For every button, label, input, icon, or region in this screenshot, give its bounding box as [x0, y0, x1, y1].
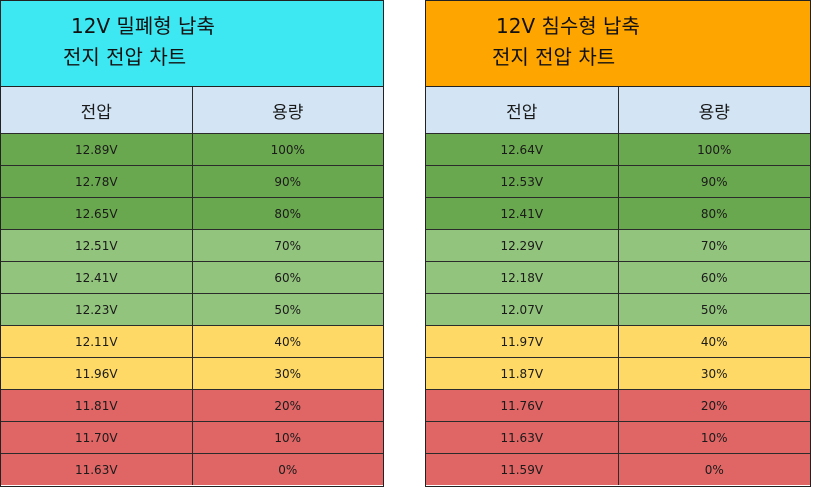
table-row: 12.23V 50%	[1, 293, 383, 326]
title-line-2: 전지 전압 차트	[63, 45, 187, 69]
voltage-table: 전압 용량 12.64V 100% 12.53V 90% 12.41V 80% 12.…	[426, 87, 810, 485]
chart-title: 12V 침수형 납축 전지 전압 차트	[426, 1, 810, 87]
capacity-cell: 40%	[191, 325, 383, 358]
table-row: 11.96V 30%	[1, 357, 383, 390]
voltage-cell: 12.64V	[426, 133, 619, 166]
voltage-header: 전압	[426, 87, 619, 134]
capacity-cell: 90%	[191, 165, 383, 198]
voltage-cell: 12.51V	[1, 229, 193, 262]
table-row: 11.63V 0%	[1, 453, 383, 485]
capacity-cell: 90%	[617, 165, 810, 198]
voltage-cell: 11.63V	[426, 421, 619, 454]
table-row: 11.81V 20%	[1, 389, 383, 422]
voltage-cell: 11.70V	[1, 421, 193, 454]
title-line-2: 전지 전압 차트	[492, 45, 616, 69]
voltage-cell: 11.97V	[426, 325, 619, 358]
table-row: 11.87V 30%	[426, 357, 810, 390]
voltage-cell: 11.76V	[426, 389, 619, 422]
table-row: 12.41V 80%	[426, 197, 810, 230]
capacity-header: 용량	[191, 87, 383, 134]
title-line-1: 12V 밀폐형 납축	[71, 14, 215, 38]
sealed-battery-chart: 12V 밀폐형 납축 전지 전압 차트 전압 용량 12.89V 100% 12.…	[0, 0, 384, 487]
capacity-cell: 10%	[191, 421, 383, 454]
voltage-cell: 12.41V	[1, 261, 193, 294]
header-row: 전압 용량	[1, 87, 383, 134]
voltage-table: 전압 용량 12.89V 100% 12.78V 90% 12.65V 80% 12.…	[1, 87, 383, 485]
voltage-cell: 12.65V	[1, 197, 193, 230]
capacity-cell: 70%	[617, 229, 810, 262]
table-row: 12.41V 60%	[1, 261, 383, 294]
table-row: 12.78V 90%	[1, 165, 383, 198]
voltage-cell: 11.59V	[426, 453, 619, 485]
capacity-cell: 10%	[617, 421, 810, 454]
title-line-1: 12V 침수형 납축	[496, 14, 640, 38]
voltage-cell: 11.63V	[1, 453, 193, 485]
capacity-cell: 80%	[191, 197, 383, 230]
capacity-cell: 100%	[191, 133, 383, 166]
header-row: 전압 용량	[426, 87, 810, 134]
capacity-cell: 40%	[617, 325, 810, 358]
table-row: 12.65V 80%	[1, 197, 383, 230]
capacity-cell: 0%	[191, 453, 383, 485]
capacity-cell: 50%	[617, 293, 810, 326]
table-row: 12.18V 60%	[426, 261, 810, 294]
flooded-battery-chart: 12V 침수형 납축 전지 전압 차트 전압 용량 12.64V 100% 12.…	[425, 0, 811, 487]
voltage-cell: 11.81V	[1, 389, 193, 422]
voltage-cell: 12.41V	[426, 197, 619, 230]
table-row: 12.11V 40%	[1, 325, 383, 358]
voltage-cell: 11.87V	[426, 357, 619, 390]
capacity-cell: 50%	[191, 293, 383, 326]
capacity-cell: 20%	[617, 389, 810, 422]
voltage-cell: 12.07V	[426, 293, 619, 326]
table-row: 11.63V 10%	[426, 421, 810, 454]
table-row: 12.51V 70%	[1, 229, 383, 262]
table-row: 12.53V 90%	[426, 165, 810, 198]
table-row: 11.59V 0%	[426, 453, 810, 485]
capacity-cell: 80%	[617, 197, 810, 230]
capacity-cell: 30%	[191, 357, 383, 390]
capacity-cell: 100%	[617, 133, 810, 166]
capacity-cell: 20%	[191, 389, 383, 422]
table-row: 11.76V 20%	[426, 389, 810, 422]
capacity-header: 용량	[617, 87, 810, 134]
table-row: 12.07V 50%	[426, 293, 810, 326]
voltage-cell: 12.11V	[1, 325, 193, 358]
voltage-cell: 12.23V	[1, 293, 193, 326]
table-row: 12.64V 100%	[426, 133, 810, 166]
voltage-header: 전압	[1, 87, 193, 134]
chart-title: 12V 밀폐형 납축 전지 전압 차트	[1, 1, 383, 87]
capacity-cell: 60%	[617, 261, 810, 294]
voltage-cell: 12.53V	[426, 165, 619, 198]
voltage-cell: 12.18V	[426, 261, 619, 294]
table-row: 11.70V 10%	[1, 421, 383, 454]
voltage-cell: 12.89V	[1, 133, 193, 166]
capacity-cell: 70%	[191, 229, 383, 262]
voltage-cell: 12.29V	[426, 229, 619, 262]
table-row: 12.29V 70%	[426, 229, 810, 262]
table-row: 12.89V 100%	[1, 133, 383, 166]
voltage-cell: 12.78V	[1, 165, 193, 198]
capacity-cell: 0%	[617, 453, 810, 485]
capacity-cell: 60%	[191, 261, 383, 294]
table-row: 11.97V 40%	[426, 325, 810, 358]
voltage-cell: 11.96V	[1, 357, 193, 390]
capacity-cell: 30%	[617, 357, 810, 390]
